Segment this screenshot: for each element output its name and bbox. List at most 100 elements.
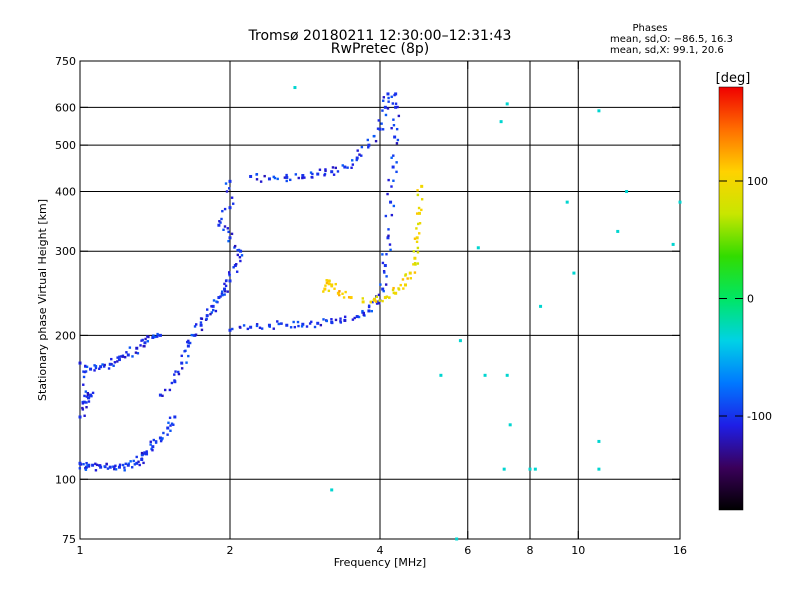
data-point	[225, 279, 228, 282]
data-point	[367, 305, 371, 309]
y-tick-label: 100	[55, 473, 76, 486]
data-point	[140, 451, 144, 455]
data-point	[336, 170, 340, 173]
data-point	[185, 361, 188, 364]
data-point	[180, 367, 184, 370]
data-point	[226, 227, 230, 230]
data-point	[394, 291, 398, 295]
data-point	[228, 328, 232, 332]
data-point	[168, 416, 172, 419]
data-point	[390, 213, 394, 217]
data-point	[159, 439, 163, 443]
data-point	[94, 469, 98, 472]
data-point	[565, 200, 569, 204]
x-tick-label: 1	[77, 544, 84, 557]
data-point	[151, 335, 155, 339]
data-point	[343, 165, 347, 169]
data-point	[99, 465, 103, 469]
data-point	[502, 467, 506, 471]
data-point	[308, 322, 312, 325]
data-point	[361, 311, 364, 314]
data-point	[81, 402, 85, 405]
data-point	[327, 282, 330, 286]
data-point	[130, 466, 134, 469]
data-point	[170, 381, 174, 385]
data-point	[416, 251, 420, 254]
data-point	[152, 334, 155, 337]
data-point	[381, 299, 384, 303]
data-point	[395, 170, 398, 174]
data-point	[383, 271, 386, 274]
data-point	[81, 406, 84, 410]
data-point	[131, 355, 134, 358]
data-point	[187, 339, 190, 343]
data-point	[331, 166, 335, 169]
data-point	[508, 423, 512, 427]
data-point	[381, 109, 384, 112]
data-point	[379, 283, 382, 286]
data-point	[671, 242, 675, 246]
data-point	[353, 316, 356, 320]
data-point	[82, 400, 86, 404]
data-point	[383, 105, 387, 109]
data-point	[85, 365, 89, 369]
data-point	[413, 256, 417, 260]
data-point	[103, 465, 106, 468]
data-point	[91, 391, 95, 395]
data-point	[301, 174, 305, 178]
data-point	[79, 361, 82, 364]
data-point	[391, 165, 395, 169]
data-point	[384, 283, 388, 286]
data-point	[98, 464, 102, 467]
data-point	[392, 286, 395, 290]
data-point	[414, 263, 417, 266]
data-point	[215, 300, 218, 303]
data-point	[384, 214, 388, 218]
data-point	[385, 295, 389, 298]
data-point	[180, 354, 183, 358]
data-point	[233, 246, 236, 249]
data-point	[267, 323, 271, 327]
data-point	[153, 335, 157, 339]
data-point	[355, 315, 359, 319]
data-point	[389, 200, 393, 204]
data-point	[309, 171, 313, 174]
data-point	[236, 253, 240, 257]
data-point	[123, 356, 127, 359]
data-point	[166, 426, 170, 430]
data-point	[192, 334, 195, 337]
data-point	[391, 288, 395, 292]
data-point	[232, 266, 235, 269]
data-point	[239, 259, 242, 263]
data-point	[505, 102, 509, 106]
data-point	[219, 295, 222, 298]
data-point	[85, 401, 88, 404]
data-point	[366, 138, 370, 142]
data-point	[318, 168, 322, 171]
x-tick-label: 8	[527, 544, 534, 557]
data-point	[371, 300, 374, 304]
data-point	[86, 464, 89, 467]
data-point	[226, 290, 229, 293]
data-point	[399, 283, 402, 287]
data-point	[322, 290, 325, 293]
data-point	[86, 391, 90, 395]
data-point	[272, 175, 275, 179]
data-point	[260, 327, 264, 330]
data-point	[116, 360, 119, 363]
data-point	[221, 209, 224, 213]
data-point	[84, 390, 88, 393]
data-point	[388, 243, 392, 246]
data-point	[222, 228, 225, 231]
data-point	[395, 127, 399, 131]
data-point	[390, 95, 393, 99]
y-tick-label: 200	[55, 329, 76, 342]
data-point	[378, 127, 382, 131]
data-point	[221, 290, 224, 293]
data-point	[394, 92, 398, 96]
data-point	[413, 262, 417, 265]
data-point	[117, 358, 121, 362]
data-point	[381, 261, 385, 265]
data-point	[325, 319, 329, 323]
